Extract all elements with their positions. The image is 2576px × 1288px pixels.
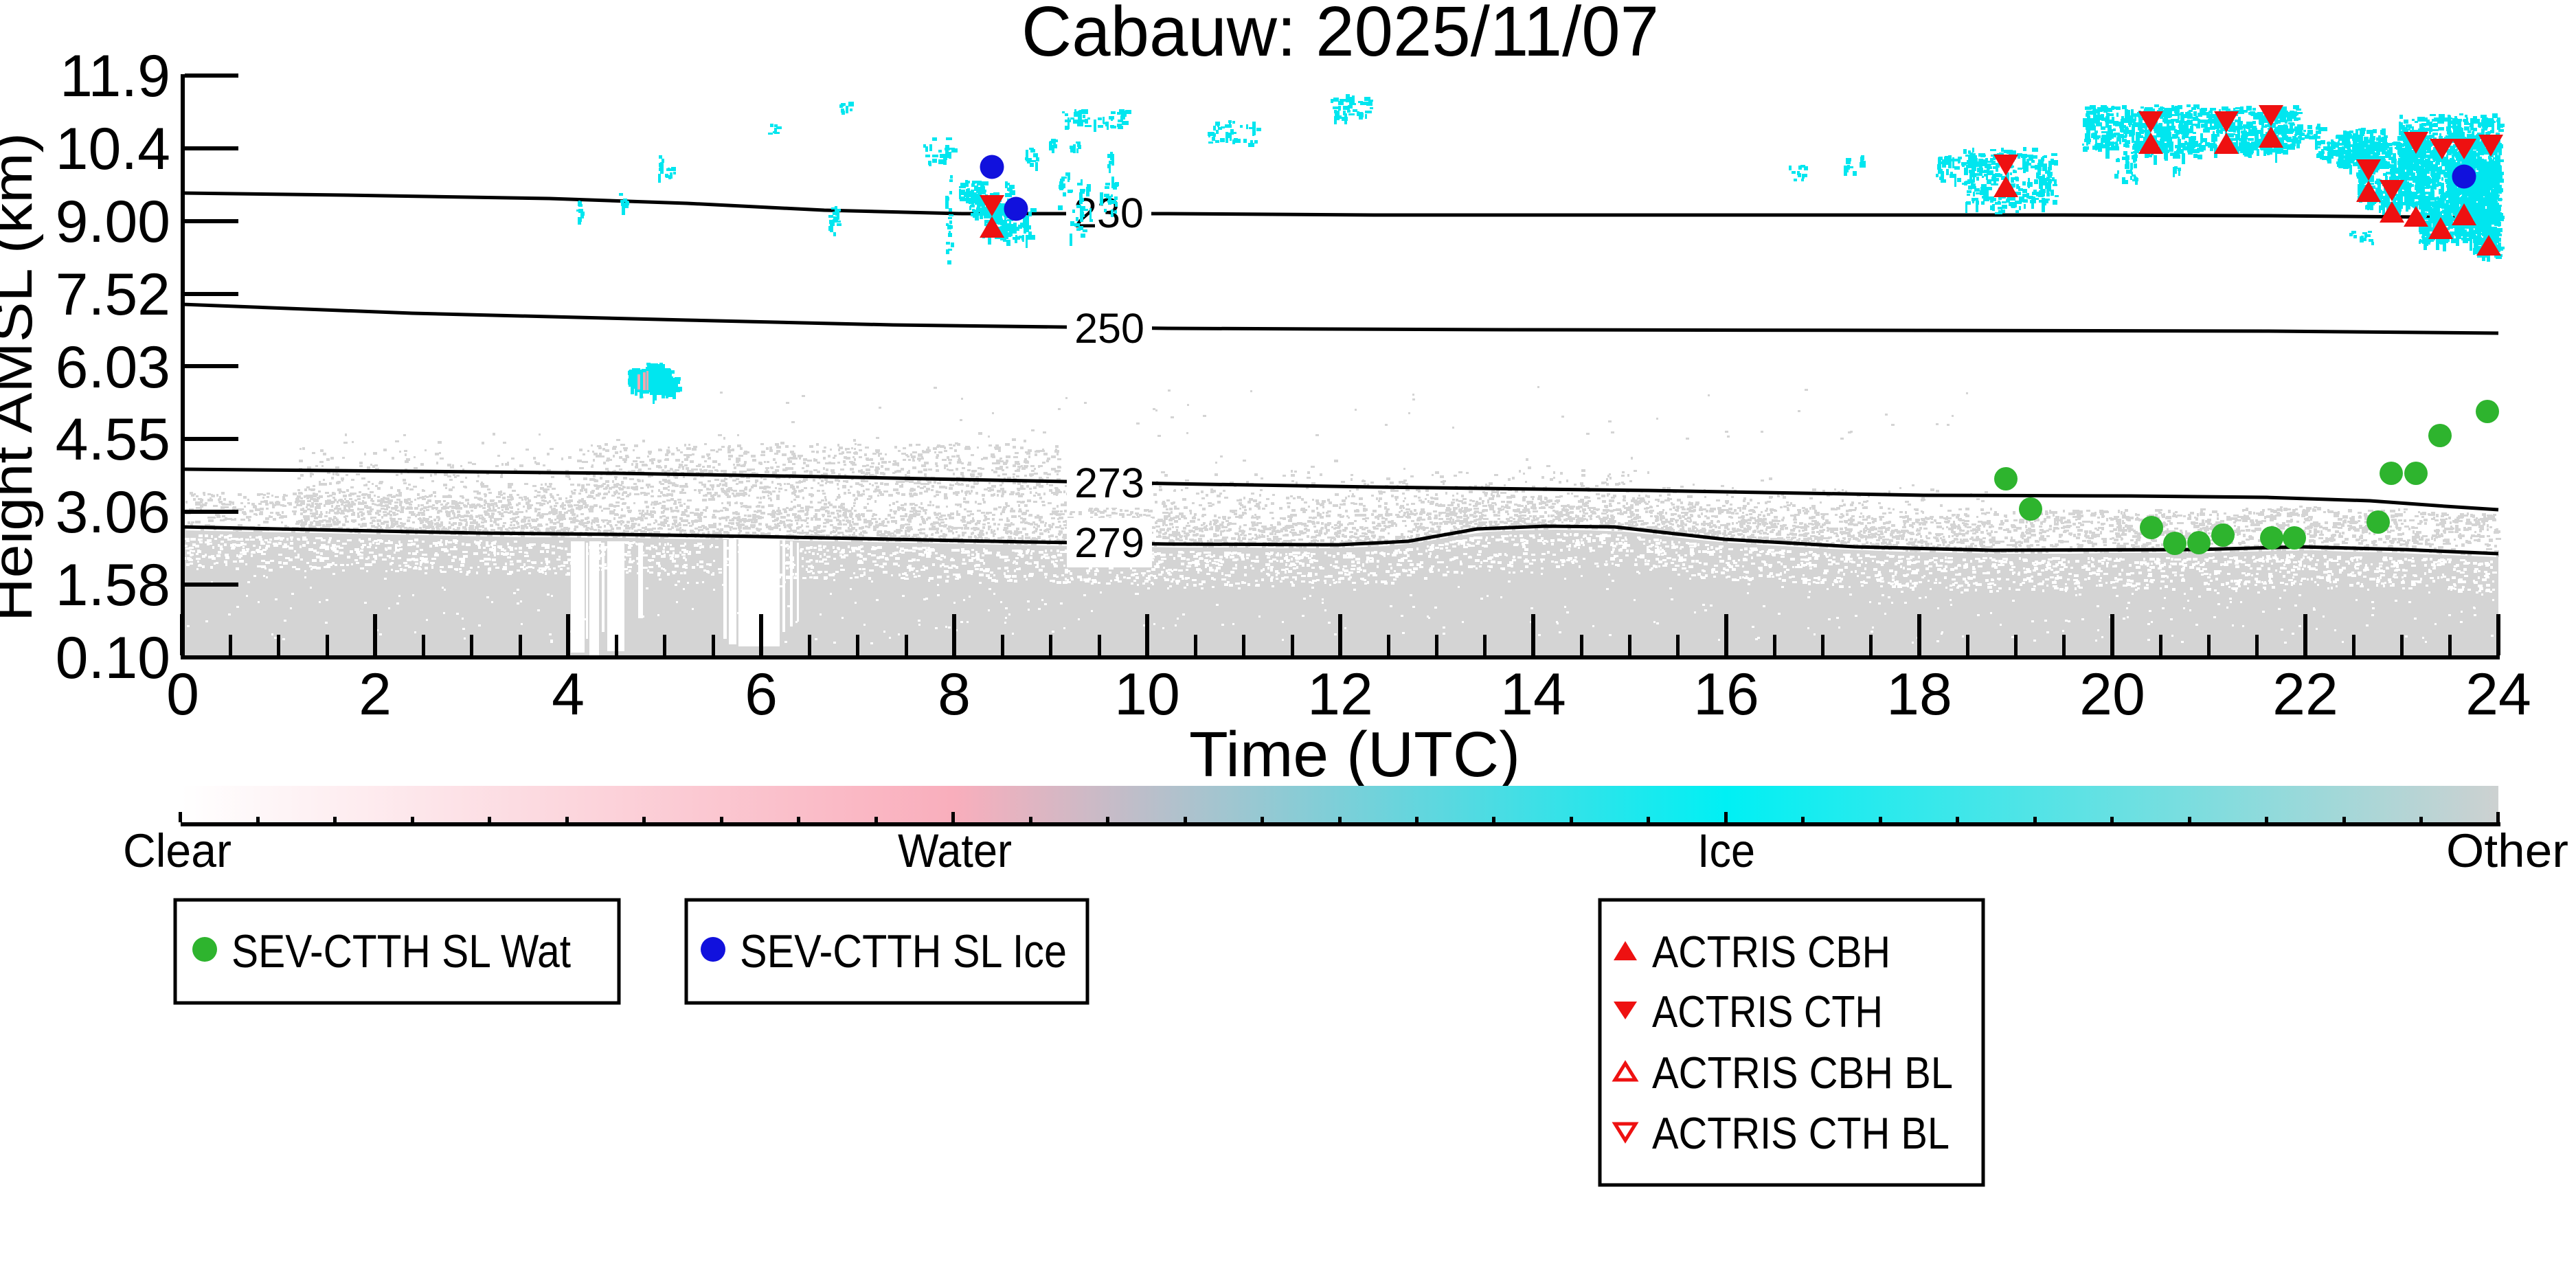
svg-text:250: 250	[1074, 305, 1144, 352]
svg-text:20: 20	[2079, 662, 2145, 727]
svg-text:SEV-CTTH SL Wat: SEV-CTTH SL Wat	[231, 925, 571, 978]
svg-text:273: 273	[1074, 460, 1144, 506]
svg-text:1.58: 1.58	[56, 552, 170, 618]
svg-text:2: 2	[359, 662, 392, 727]
svg-text:ACTRIS CTH BL: ACTRIS CTH BL	[1652, 1108, 1950, 1158]
svg-text:Height AMSL (km): Height AMSL (km)	[0, 133, 44, 622]
svg-text:Clear: Clear	[123, 824, 231, 877]
svg-text:Time (UTC): Time (UTC)	[1189, 719, 1520, 790]
svg-text:8: 8	[938, 662, 971, 727]
svg-text:11.9: 11.9	[60, 43, 170, 109]
svg-text:4: 4	[552, 662, 585, 727]
svg-text:4.55: 4.55	[56, 407, 170, 473]
svg-text:18: 18	[1886, 662, 1952, 727]
svg-text:0.10: 0.10	[56, 625, 170, 691]
svg-text:12: 12	[1307, 662, 1373, 727]
svg-text:16: 16	[1693, 662, 1759, 727]
svg-text:6: 6	[745, 662, 778, 727]
svg-text:ACTRIS CBH: ACTRIS CBH	[1652, 927, 1890, 977]
svg-text:SEV-CTTH SL Ice: SEV-CTTH SL Ice	[740, 925, 1067, 978]
svg-text:3.06: 3.06	[56, 479, 170, 545]
svg-text:Water: Water	[898, 824, 1012, 877]
svg-text:Ice: Ice	[1697, 824, 1755, 877]
svg-text:24: 24	[2465, 662, 2531, 727]
svg-text:9.00: 9.00	[56, 189, 170, 255]
svg-text:22: 22	[2272, 662, 2338, 727]
svg-text:10.4: 10.4	[56, 116, 170, 182]
svg-text:10: 10	[1114, 662, 1180, 727]
svg-text:Other: Other	[2446, 824, 2568, 877]
svg-text:ACTRIS CTH: ACTRIS CTH	[1652, 986, 1883, 1037]
svg-text:ACTRIS CBH BL: ACTRIS CBH BL	[1652, 1048, 1953, 1098]
svg-text:Cabauw: 2025/11/07: Cabauw: 2025/11/07	[1021, 0, 1659, 71]
svg-text:6.03: 6.03	[56, 335, 170, 400]
svg-text:279: 279	[1074, 519, 1144, 566]
svg-text:14: 14	[1500, 662, 1566, 727]
svg-text:0: 0	[166, 662, 199, 727]
svg-text:7.52: 7.52	[56, 262, 170, 328]
